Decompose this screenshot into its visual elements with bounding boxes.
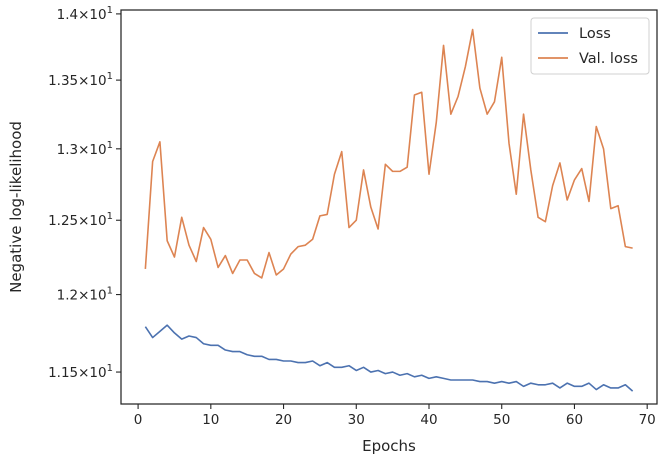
y-tick-label: 1.4×101 bbox=[57, 5, 113, 23]
x-axis-ticks: 0 10 20 30 40 50 60 70 bbox=[134, 404, 656, 428]
x-tick-label: 20 bbox=[275, 412, 292, 428]
x-tick-label: 60 bbox=[566, 412, 583, 428]
legend-label: Val. loss bbox=[579, 51, 638, 67]
x-tick-label: 10 bbox=[202, 412, 219, 428]
x-tick-label: 50 bbox=[493, 412, 510, 428]
y-tick-label: 1.35×101 bbox=[48, 71, 113, 89]
y-axis-label: Negative log-likelihood bbox=[7, 121, 25, 293]
y-tick-label: 1.3×101 bbox=[57, 140, 113, 158]
y-axis-ticks: 1.15×101 1.2×101 1.25×101 1.3×101 1.35×101 1.… bbox=[48, 5, 121, 381]
y-tick-label: 1.2×101 bbox=[57, 286, 113, 304]
series-line-loss bbox=[144, 324, 634, 392]
legend: Loss Val. loss bbox=[530, 17, 650, 75]
series-line-val-loss bbox=[144, 28, 633, 279]
x-tick-label: 70 bbox=[639, 412, 656, 428]
series-lines bbox=[144, 28, 634, 392]
y-tick-label: 1.15×101 bbox=[48, 363, 113, 381]
plot-frame bbox=[120, 9, 658, 405]
plot-area bbox=[120, 9, 658, 405]
legend-label: Loss bbox=[579, 26, 611, 42]
legend-box bbox=[530, 17, 650, 75]
x-tick-label: 40 bbox=[420, 412, 437, 428]
x-tick-label: 0 bbox=[134, 412, 143, 428]
x-tick-label: 30 bbox=[348, 412, 365, 428]
x-axis-label: Epochs bbox=[362, 437, 416, 455]
y-tick-label: 1.25×101 bbox=[48, 211, 113, 229]
